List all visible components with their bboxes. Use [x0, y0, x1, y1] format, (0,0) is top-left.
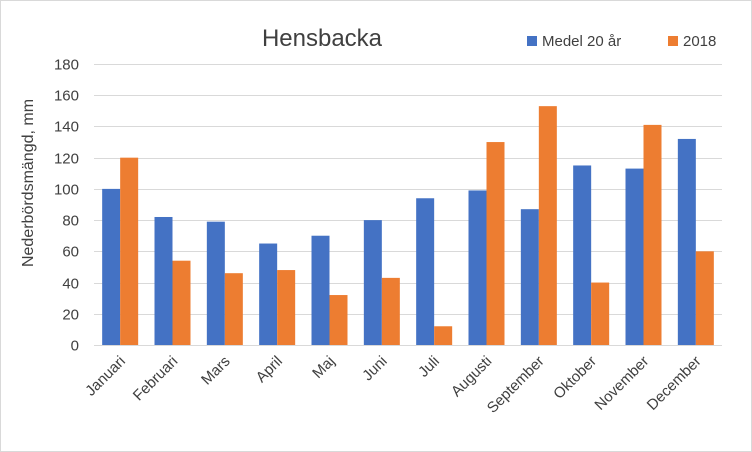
- bar-2018-december: [695, 251, 714, 345]
- x-axis-ticks: Januari Februari Mars April Maj Juni Juli Augus…: [82, 353, 704, 417]
- bar-2018-mars: [224, 273, 243, 345]
- bar-medel-juli: [416, 198, 435, 345]
- x-tick-label: Maj: [309, 353, 338, 382]
- x-tick-label: Juni: [359, 353, 390, 384]
- chart-title: Hensbacka: [262, 25, 383, 52]
- bar-2018-augusti: [486, 142, 505, 345]
- y-tick-label: 60: [62, 244, 79, 261]
- y-tick-label: 20: [62, 307, 79, 324]
- y-tick-label: 120: [54, 151, 79, 168]
- bar-medel-oktober: [573, 165, 592, 345]
- x-tick-label: December: [644, 353, 705, 414]
- x-tick-label: Januari: [82, 353, 129, 400]
- y-tick-label: 100: [54, 182, 79, 199]
- bar-medel-september: [520, 209, 539, 345]
- x-tick-label: Mars: [198, 353, 234, 389]
- y-tick-label: 0: [71, 338, 79, 355]
- bar-medel-augusti: [468, 190, 487, 345]
- legend-swatch-2018: [668, 36, 678, 46]
- bar-medel-januari: [102, 188, 121, 345]
- bar-medel-december: [677, 138, 696, 345]
- x-tick-label: Augusti: [448, 353, 495, 400]
- bar-2018-juni: [381, 277, 400, 345]
- y-tick-label: 80: [62, 213, 79, 230]
- y-axis-ticks: 0 20 40 60 80 100 120 140 160 180: [54, 57, 79, 355]
- x-tick-label: November: [591, 353, 652, 414]
- bar-2018-april: [277, 270, 296, 345]
- bar-medel-april: [259, 243, 278, 345]
- bar-medel-februari: [154, 216, 173, 345]
- legend-label-2018: 2018: [683, 33, 716, 50]
- bar-medel-juni: [363, 220, 382, 345]
- x-tick-label: April: [253, 353, 286, 386]
- bar-medel-mars: [206, 221, 225, 345]
- bar-2018-september: [538, 106, 557, 346]
- bars: [102, 106, 714, 346]
- bar-medel-november: [625, 168, 644, 345]
- legend-label-medel: Medel 20 år: [542, 33, 621, 50]
- bar-2018-oktober: [591, 282, 610, 345]
- bar-medel-maj: [311, 235, 330, 345]
- y-tick-label: 160: [54, 88, 79, 105]
- legend-swatch-medel: [527, 36, 537, 46]
- legend: Medel 20 år 2018: [527, 33, 716, 50]
- y-tick-label: 140: [54, 119, 79, 136]
- x-tick-label: Oktober: [550, 353, 600, 403]
- x-tick-label: September: [484, 353, 548, 417]
- y-tick-label: 180: [54, 57, 79, 74]
- bar-2018-november: [643, 124, 662, 345]
- bar-2018-januari: [120, 157, 139, 345]
- x-tick-label: Juli: [415, 353, 443, 381]
- y-tick-label: 40: [62, 276, 79, 293]
- gridlines: [94, 64, 722, 315]
- y-axis-label: Nederbördsmängd, mm: [20, 99, 37, 267]
- bar-2018-juli: [434, 326, 453, 345]
- bar-2018-februari: [172, 260, 191, 345]
- bar-2018-maj: [329, 295, 348, 345]
- x-tick-label: Februari: [130, 353, 182, 405]
